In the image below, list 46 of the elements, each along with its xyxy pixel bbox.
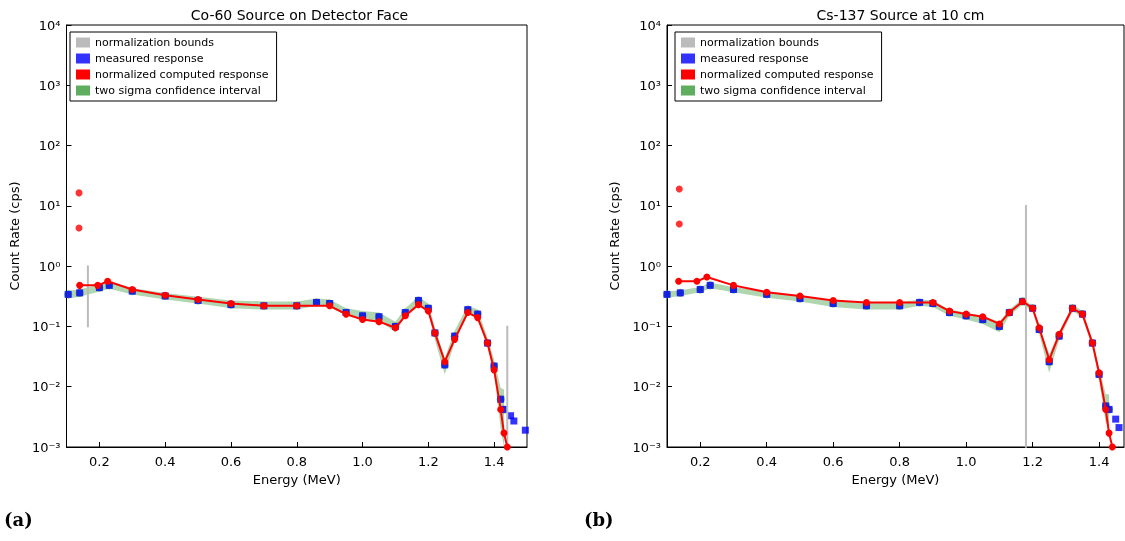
y-tick-label: 10⁴: [38, 17, 61, 33]
legend-label: normalization bounds: [700, 36, 820, 49]
y-tick-label: 10⁻²: [31, 379, 61, 395]
x-axis-title: Energy (MeV): [851, 471, 940, 487]
x-tick-label: 1.0: [352, 454, 373, 469]
y-tick-label: 10⁻³: [31, 439, 61, 455]
y-tick-label: 10⁻³: [632, 439, 661, 455]
x-tick-label: 0.8: [286, 454, 308, 469]
x-tick-label: 0.4: [154, 454, 176, 469]
text: (b): [584, 508, 614, 530]
legend-label: measured response: [700, 52, 809, 65]
x-axis-title: Energy (MeV): [252, 471, 341, 487]
legend-label: two sigma confidence interval: [95, 84, 261, 97]
text: (a): [4, 508, 33, 530]
y-tick-label: 10²: [639, 138, 661, 154]
chart-title: Cs-137 Source at 10 cm: [816, 7, 985, 23]
x-tick-label: 0.4: [756, 454, 778, 469]
y-tick-label: 10¹: [639, 198, 661, 214]
y-tick-label: 10³: [38, 77, 61, 93]
x-tick-label: 1.4: [483, 454, 505, 469]
x-tick-label: 1.0: [955, 454, 977, 469]
x-tick-label: 0.2: [689, 454, 711, 469]
legend-label: measured response: [95, 52, 204, 65]
legend-label: normalized computed response: [95, 68, 269, 81]
x-tick-label: 0.2: [89, 454, 110, 469]
x-tick-label: 1.2: [1022, 454, 1043, 469]
y-tick-label: 10⁴: [639, 17, 661, 33]
x-tick-label: 0.8: [889, 454, 910, 469]
legend-label: two sigma confidence interval: [700, 84, 866, 97]
x-tick-label: 1.2: [417, 454, 439, 469]
y-tick-label: 10¹: [38, 198, 61, 214]
legend-label: normalized computed response: [700, 68, 874, 81]
x-tick-label: 0.6: [220, 454, 242, 469]
y-tick-label: 10⁰: [38, 258, 61, 274]
y-axis-title: Count Rate (cps): [607, 181, 623, 291]
x-tick-label: 0.6: [822, 454, 844, 469]
y-tick-label: 10⁰: [639, 258, 661, 274]
y-tick-label: 10²: [38, 138, 61, 154]
x-tick-label: 1.4: [1088, 454, 1110, 469]
y-tick-label: 10⁻²: [632, 379, 661, 395]
y-tick-label: 10³: [639, 77, 661, 93]
y-tick-label: 10⁻¹: [31, 318, 61, 334]
legend-label: normalization bounds: [95, 36, 215, 49]
y-axis-title: Count Rate (cps): [7, 181, 22, 291]
chart-title: Co-60 Source on Detector Face: [190, 7, 409, 23]
y-tick-label: 10⁻¹: [632, 318, 661, 334]
